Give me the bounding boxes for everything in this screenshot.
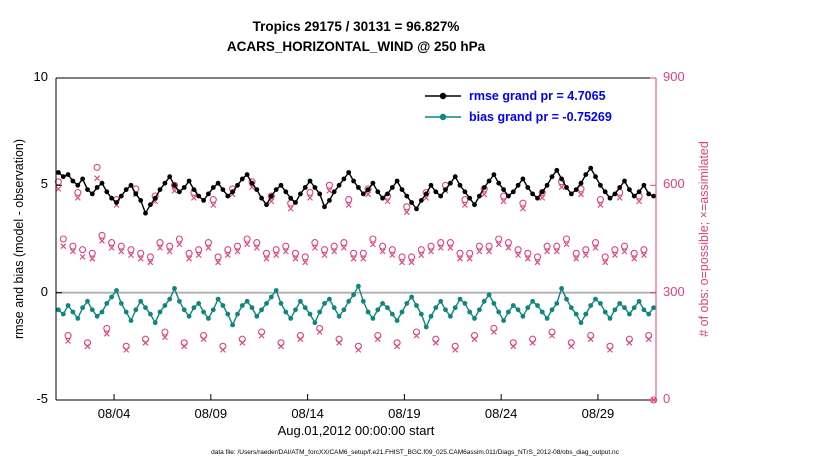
legend-label-bias: bias grand pr = -0.75269 (469, 109, 612, 124)
x-tick-label: 08/14 (291, 406, 324, 421)
left-axis-label: rmse and bias (model - observation) (12, 138, 26, 340)
legend: rmse grand pr = 4.7065 bias grand pr = -… (424, 85, 612, 127)
right-axis-label: # of obs: o=possible; ×=assimilated (697, 141, 711, 337)
y-left-tick-label: 5 (40, 176, 48, 192)
x-tick-label: 08/04 (97, 406, 131, 421)
x-axis-label: Aug.01,2012 00:00:00 start (277, 423, 435, 438)
y-right-tick-label: 300 (663, 283, 685, 299)
bias-legend-marker (425, 113, 461, 120)
rmse-markers (56, 165, 656, 216)
plot-title-obstype: ACARS_HORIZONTAL_WIND @ 250 hPa (226, 39, 486, 54)
data-file-caption: data file: /Users/raeder/DAI/ATM_forcXX/… (211, 449, 619, 456)
y-right-tick-label: 900 (663, 69, 685, 84)
y-left-tick-label: 10 (33, 69, 48, 84)
legend-entry-bias: bias grand pr = -0.75269 (424, 106, 612, 127)
x-tick-label: 08/29 (581, 406, 615, 421)
legend-entry-rmse: rmse grand pr = 4.7065 (424, 85, 612, 106)
legend-label-rmse: rmse grand pr = 4.7065 (469, 88, 606, 103)
plot-title-ratio: Tropics 29175 / 30131 = 96.827% (252, 19, 460, 34)
y-left-tick-label: 0 (40, 283, 48, 299)
bias-markers (56, 283, 656, 330)
x-tick-label: 08/19 (388, 406, 421, 421)
y-right-tick-label: 0 (663, 391, 671, 406)
obs-possible-markers (54, 163, 658, 404)
y-right-tick-label: 600 (663, 176, 685, 192)
obs-assimilated-markers (55, 175, 657, 403)
y-left-tick-label: -5 (36, 391, 48, 406)
rmse-line (57, 166, 654, 215)
bias-line (57, 284, 655, 329)
rmse-legend-marker (425, 92, 461, 99)
x-tick-label: 08/09 (194, 406, 228, 421)
x-tick-label: 08/24 (484, 406, 518, 421)
